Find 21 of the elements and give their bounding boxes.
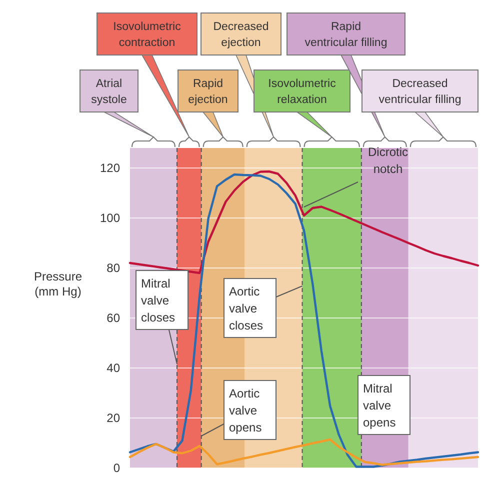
- y-tick-label: 0: [113, 461, 120, 476]
- annotation: Mitral valve closes: [141, 276, 176, 324]
- text: Decreased ejection: [213, 21, 269, 49]
- annotation: Mitral valve opens: [363, 382, 396, 430]
- y-axis-title: Pressure (mm Hg): [34, 270, 82, 298]
- text: Isovolumetric relaxation: [268, 78, 336, 106]
- text: Decreased ventricular filling: [378, 78, 462, 106]
- y-tick-label: 80: [106, 261, 120, 276]
- text: Atrial systole: [91, 78, 127, 106]
- line-series: [128, 438, 480, 466]
- annotation: Aortic valve opens: [229, 386, 262, 434]
- annotation: Dicrotic notch: [368, 145, 408, 176]
- y-tick-label: 100: [100, 211, 120, 226]
- text: Rapid ejection: [188, 78, 228, 106]
- text: Isovolumetric contraction: [113, 21, 182, 49]
- annotation: Aortic valve closes: [229, 284, 264, 332]
- text: Rapid ventricular filling: [304, 21, 388, 49]
- y-tick-label: 40: [106, 361, 120, 376]
- y-tick-label: 20: [106, 411, 120, 426]
- y-tick-label: 120: [100, 161, 120, 176]
- y-tick-label: 60: [106, 311, 120, 326]
